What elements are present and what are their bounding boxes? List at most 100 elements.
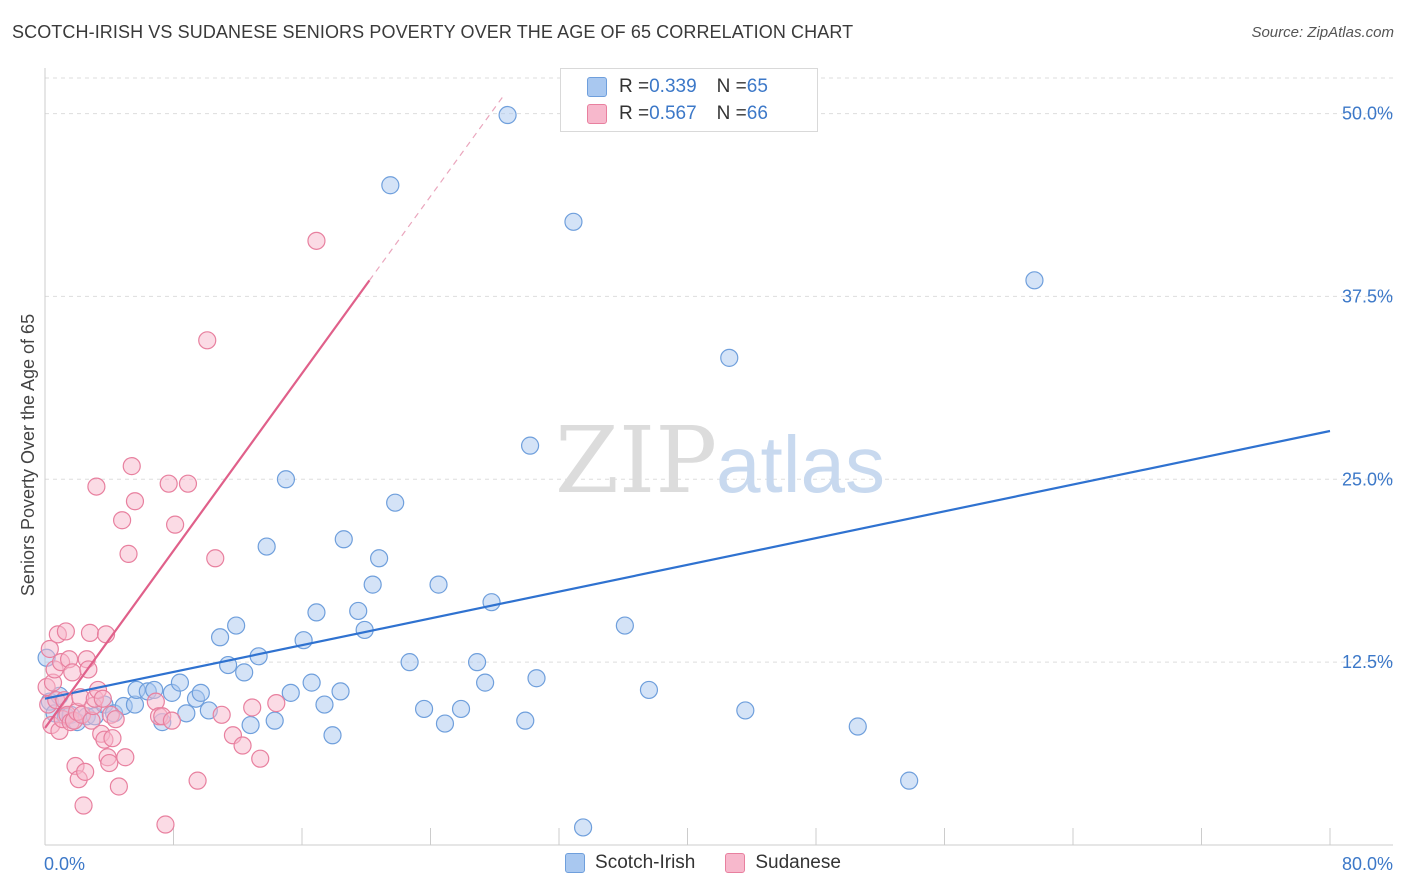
y-tick-label: 25.0% xyxy=(1342,469,1393,489)
scotch-irish-point xyxy=(564,212,583,231)
y-tick-label: 12.5% xyxy=(1342,652,1393,672)
sudanese-point xyxy=(119,544,138,563)
scotch-irish-legend-swatch xyxy=(565,853,586,873)
watermark-zip: ZIP xyxy=(555,407,717,514)
scotch-irish-point xyxy=(281,683,300,702)
scotch-irish-point xyxy=(315,695,334,714)
sudanese-point xyxy=(103,729,122,748)
scotch-irish-point xyxy=(241,715,260,735)
legend-r-label: R = xyxy=(619,76,650,97)
sudanese-point xyxy=(198,331,217,350)
legend-row-sudanese: R = 0.567 N = 66 xyxy=(587,101,768,127)
sudanese-point xyxy=(267,694,286,713)
legend-label-sudanese: Sudanese xyxy=(755,852,841,873)
scotch-irish-points xyxy=(37,105,1044,837)
scotch-irish-point xyxy=(467,653,487,672)
scotch-irish-point xyxy=(307,603,326,622)
legend-label-scotch-irish: Scotch-Irish xyxy=(595,852,696,873)
y-tick-label: 37.5% xyxy=(1342,286,1393,306)
scotch-irish-point xyxy=(720,348,739,367)
scotch-irish-point xyxy=(573,818,593,837)
y-axis-label: Seniors Poverty Over the Age of 65 xyxy=(18,314,38,596)
scotch-irish-point xyxy=(302,673,321,692)
sudanese-point xyxy=(76,762,95,781)
scotch-irish-point xyxy=(370,549,389,568)
x-tick-label: 0.0% xyxy=(44,854,85,874)
scotch-irish-point xyxy=(363,575,382,594)
sudanese-swatch xyxy=(587,104,607,124)
source-label: Source: ZipAtlas.com xyxy=(1251,24,1394,41)
scotch-irish-point xyxy=(429,575,448,594)
sudanese-trend-line xyxy=(44,279,371,729)
sudanese-point xyxy=(156,815,175,834)
sudanese-point xyxy=(93,689,112,708)
legend-n-label: N = xyxy=(716,76,747,97)
scotch-irish-point xyxy=(170,673,190,692)
scotch-irish-point xyxy=(482,593,501,612)
chart-title: SCOTCH-IRISH VS SUDANESE SENIORS POVERTY… xyxy=(12,22,854,42)
sudanese-point xyxy=(56,622,75,641)
sudanese-point xyxy=(162,711,181,730)
sudanese-point xyxy=(178,474,198,493)
sudanese-point xyxy=(233,736,252,755)
scotch-irish-trend-line xyxy=(44,429,1331,700)
scotch-irish-point xyxy=(349,601,368,621)
scotch-irish-point xyxy=(386,493,405,512)
legend-r-value: 0.567 xyxy=(649,103,697,124)
scotch-irish-point xyxy=(191,683,210,702)
scotch-irish-point xyxy=(323,726,342,745)
legend-item-sudanese: Sudanese xyxy=(725,852,841,874)
scotch-irish-point xyxy=(900,771,919,790)
scotch-irish-point xyxy=(615,616,634,635)
sudanese-legend-swatch xyxy=(725,853,746,873)
scotch-irish-swatch xyxy=(587,77,607,97)
correlation-legend: R = 0.339 N = 65 R = 0.567 N = 66 xyxy=(560,68,818,132)
sudanese-point xyxy=(307,231,326,250)
legend-row-scotch-irish: R = 0.339 N = 65 xyxy=(587,74,768,100)
watermark-atlas: atlas xyxy=(716,420,885,509)
sudanese-point xyxy=(212,705,231,724)
scotch-irish-point xyxy=(381,176,400,195)
sudanese-point xyxy=(100,753,119,773)
sudanese-point xyxy=(166,515,185,534)
sudanese-point xyxy=(63,663,82,682)
scotch-irish-point xyxy=(235,663,254,682)
scotch-irish-point xyxy=(435,714,455,733)
sudanese-point xyxy=(106,710,125,729)
scotch-irish-point xyxy=(736,701,755,720)
series-legend: Scotch-Irish Sudanese xyxy=(0,852,1406,874)
sudanese-point xyxy=(206,549,225,568)
sudanese-trend-extension xyxy=(368,94,505,281)
sudanese-point xyxy=(74,796,93,815)
sudanese-point xyxy=(116,748,135,767)
scotch-irish-point xyxy=(210,628,230,647)
legend-r-value: 0.339 xyxy=(649,76,697,97)
y-tick-label: 50.0% xyxy=(1342,104,1393,124)
axes xyxy=(44,68,1393,846)
scotch-irish-point xyxy=(516,711,535,730)
scotch-irish-point xyxy=(1025,271,1044,290)
legend-n-value: 65 xyxy=(746,76,768,97)
scotch-irish-point xyxy=(498,105,517,125)
legend-item-scotch-irish: Scotch-Irish xyxy=(565,852,695,874)
scotch-irish-point xyxy=(476,673,495,692)
scotch-irish-point xyxy=(257,537,276,556)
scotch-irish-point xyxy=(331,682,350,701)
x-tick-label: 80.0% xyxy=(1342,854,1393,874)
scotch-irish-point xyxy=(520,436,540,455)
scotch-irish-point xyxy=(265,711,284,730)
sudanese-point xyxy=(122,457,141,476)
scotch-irish-point xyxy=(527,669,546,688)
scotch-irish-point xyxy=(400,653,419,672)
sudanese-point xyxy=(243,698,262,717)
sudanese-point xyxy=(112,511,132,530)
watermark: ZIP atlas xyxy=(555,407,885,514)
scotch-irish-point xyxy=(177,704,196,723)
scotch-irish-point xyxy=(639,680,659,700)
scotch-irish-point xyxy=(848,717,867,736)
scotch-irish-point xyxy=(227,616,246,635)
sudanese-point xyxy=(125,492,145,511)
scotch-irish-point xyxy=(414,699,434,719)
sudanese-point xyxy=(251,749,270,768)
